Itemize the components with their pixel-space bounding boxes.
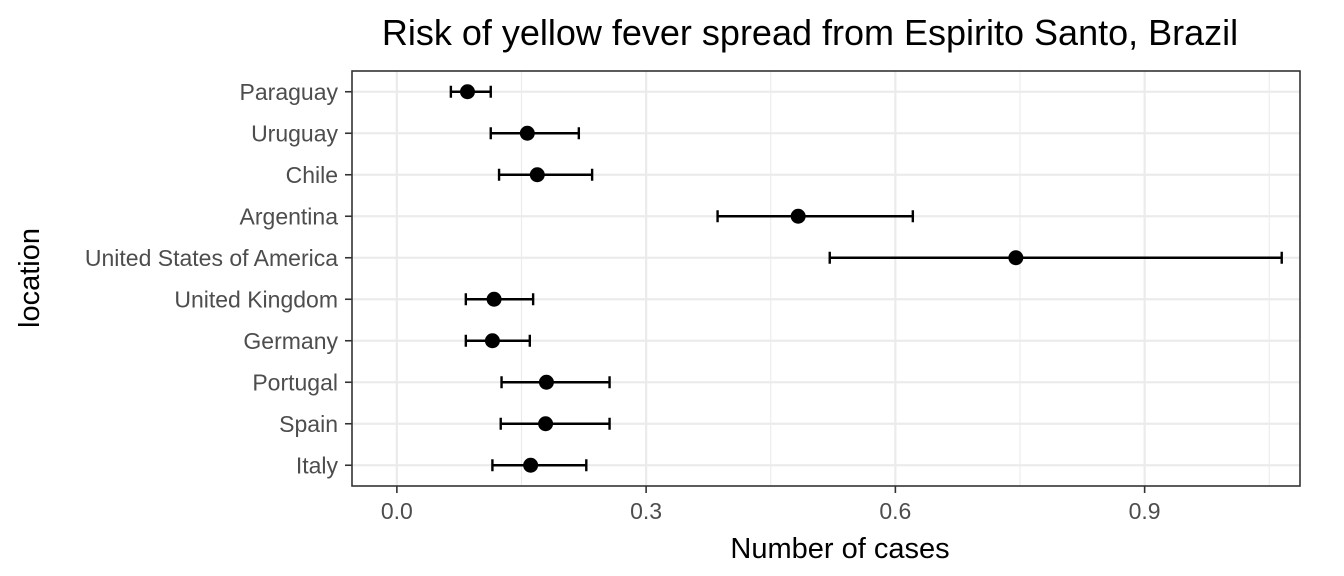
y-tick-label: United Kingdom	[174, 286, 338, 312]
x-tick-label: 0.0	[381, 498, 413, 524]
x-tick-label: 0.9	[1129, 498, 1161, 524]
y-axis-title: location	[14, 228, 46, 328]
y-tick-label: Spain	[279, 411, 338, 437]
data-point	[529, 167, 545, 183]
x-tick-label: 0.3	[630, 498, 662, 524]
error-bar	[499, 417, 611, 430]
data-point	[538, 416, 554, 432]
y-tick-label: Uruguay	[251, 120, 338, 146]
data-marks	[449, 84, 1283, 473]
error-bar	[828, 251, 1283, 264]
error-bar	[716, 210, 915, 223]
y-tick-label: Paraguay	[240, 79, 339, 105]
y-tick-label: Argentina	[240, 203, 339, 229]
data-point	[484, 333, 500, 349]
plot-panel	[351, 70, 1301, 487]
y-tick-label: Germany	[243, 328, 338, 354]
data-point	[519, 125, 535, 141]
error-bar	[491, 459, 588, 472]
y-tick-label: Chile	[286, 162, 338, 188]
x-axis-title: Number of cases	[730, 533, 949, 565]
y-tick-label: Portugal	[252, 369, 338, 395]
data-point	[790, 208, 806, 224]
x-axis: 0.0 0.3 0.6 0.9	[381, 486, 1161, 524]
data-point	[486, 291, 502, 307]
data-point	[523, 457, 539, 473]
data-point	[459, 84, 475, 100]
data-point	[1008, 250, 1024, 266]
y-tick-label: Italy	[296, 452, 339, 478]
error-bar	[497, 168, 594, 181]
y-axis: Paraguay Uruguay Chile Argentina United Stat…	[85, 79, 352, 478]
y-tick-label: United States of America	[85, 245, 338, 271]
chart-title: Risk of yellow fever spread from Espirit…	[382, 12, 1238, 53]
data-point	[538, 374, 554, 390]
error-bar	[500, 376, 611, 389]
x-tick-label: 0.6	[879, 498, 911, 524]
